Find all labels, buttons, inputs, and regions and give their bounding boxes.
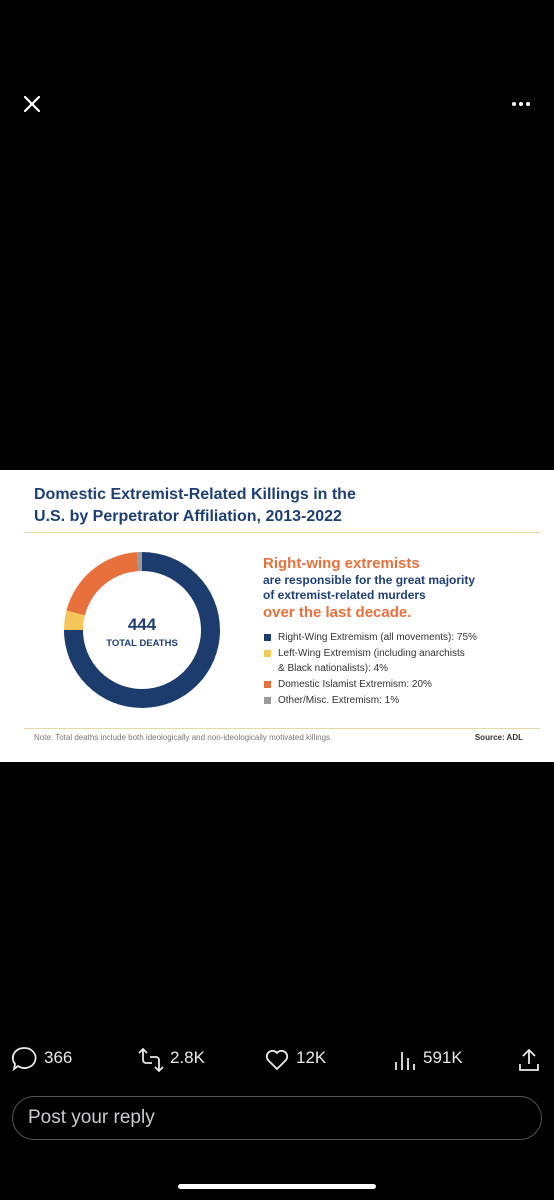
note: Note: Total deaths include both ideologi… [34, 733, 333, 742]
more-button[interactable] [512, 102, 530, 106]
legend-swatch [264, 697, 271, 704]
action-icons [11, 1047, 539, 1073]
view-count[interactable]: 591K [423, 1048, 463, 1067]
reply-icon[interactable] [11, 1047, 37, 1072]
top-bar [23, 95, 530, 113]
reply-placeholder: Post your reply [28, 1107, 155, 1128]
legend-label: Other/Misc. Extremism: 1% [278, 695, 400, 706]
donut-segment [66, 552, 139, 616]
total-value: 444 [128, 615, 157, 634]
repost-count[interactable]: 2.8K [170, 1048, 205, 1067]
legend-swatch [264, 681, 271, 688]
like-count[interactable]: 12K [296, 1048, 327, 1067]
reply-box[interactable]: Post your reply [12, 1096, 542, 1140]
legend-label: Right-Wing Extremism (all movements): 75… [278, 632, 477, 643]
home-indicator [178, 1184, 376, 1189]
source: Source: ADL [474, 733, 523, 742]
close-button[interactable] [23, 95, 41, 113]
headline: Right-wing extremists [263, 555, 420, 572]
divider [24, 728, 540, 729]
legend-item: Other/Misc. Extremism: 1% [263, 693, 467, 708]
legend-label: Domestic Islamist Extremism: 20% [278, 679, 432, 690]
chart-title: Domestic Extremist-Related Killings in t… [34, 486, 356, 525]
repost-icon[interactable] [138, 1047, 164, 1073]
reply-count[interactable]: 366 [44, 1048, 73, 1067]
legend-item: Right-Wing Extremism (all movements): 75… [263, 630, 477, 645]
donut-chart: 444 TOTAL DEATHS [64, 552, 220, 708]
donut-segment [137, 552, 142, 572]
legend-item: Left-Wing Extremism (including anarchist… [263, 646, 467, 676]
headline: over the last decade. [263, 604, 412, 621]
legend-swatch [264, 634, 271, 641]
divider [24, 532, 540, 533]
chart-image[interactable]: Domestic Extremist-Related Killings in t… [0, 470, 554, 762]
headline: are responsible for the great majority o… [263, 573, 476, 602]
legend-swatch [264, 650, 271, 657]
total-label: TOTAL DEATHS [106, 638, 178, 649]
donut-segment [64, 610, 85, 630]
views-icon[interactable] [395, 1052, 415, 1070]
legend: Right-Wing Extremism (all movements): 75… [263, 630, 477, 709]
legend-item: Domestic Islamist Extremism: 20% [263, 677, 467, 692]
share-icon[interactable] [519, 1048, 539, 1071]
legend-label: Left-Wing Extremism (including anarchist… [278, 648, 465, 674]
like-icon[interactable] [265, 1049, 289, 1071]
